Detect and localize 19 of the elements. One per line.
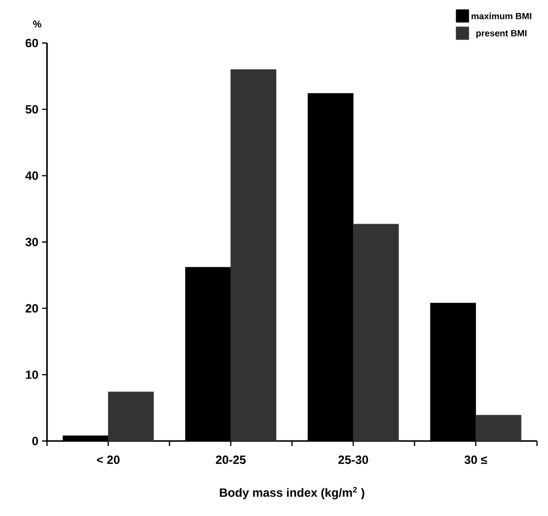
x-tick-label: 20-25 (216, 456, 246, 464)
x-tick-label: 30 ≤ (464, 456, 488, 464)
legend-label: present BMI (476, 30, 526, 38)
y-tick-label: 40 (25, 171, 38, 180)
bar (476, 414, 522, 442)
x-tick-label: 25-30 (338, 456, 368, 464)
y-tick-label: 0 (32, 436, 38, 446)
y-tick-label: 10 (26, 370, 38, 379)
x-axis-title: Body mass index (kg/m$^{2}$ ) (220, 486, 364, 500)
legend-label: maximum BMI (472, 12, 532, 20)
x-tick-label: < 20 (96, 456, 120, 464)
bar (353, 224, 399, 442)
y-tick-label: 20 (26, 304, 38, 313)
y-tick-label: 50 (26, 105, 38, 114)
y-tick-label: 30 (25, 238, 38, 246)
bar (230, 69, 276, 442)
y-axis-title: % (33, 20, 42, 28)
bar (108, 392, 154, 442)
y-tick-label: 60 (26, 38, 38, 48)
